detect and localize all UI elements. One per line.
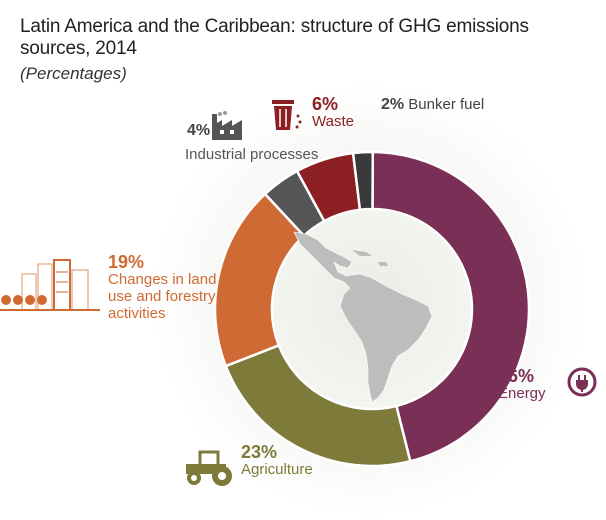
land-use-name: Changes in land use and forestry activit… <box>108 271 217 322</box>
land-use-value: 19% <box>108 252 145 272</box>
trash-can-icon <box>272 100 302 130</box>
tractor-icon <box>186 450 232 486</box>
land-use-label: 19% Changes in land use and forestry act… <box>108 252 218 322</box>
donut-chart <box>213 150 531 468</box>
energy-value: 46% <box>498 366 535 386</box>
bunker-label: 2% Bunker fuel <box>381 96 484 113</box>
slice-energy <box>371 150 531 463</box>
waste-name: Waste <box>312 113 354 130</box>
chart-title: Latin America and the Caribbean: structu… <box>20 16 529 59</box>
slice-bunker <box>351 150 375 212</box>
waste-value: 6% <box>312 94 339 114</box>
energy-label: 46% Energy <box>498 366 546 402</box>
plug-icon <box>567 367 597 397</box>
bunker-name: Bunker fuel <box>408 96 485 113</box>
industrial-value: 4% <box>187 122 211 139</box>
caribbean-islands <box>352 250 388 266</box>
waste-label: 6% Waste <box>312 94 354 130</box>
agriculture-label: 23% Agriculture <box>241 442 313 478</box>
agriculture-value: 23% <box>241 442 278 462</box>
donut-slices <box>213 150 531 468</box>
energy-name: Energy <box>498 385 546 402</box>
agriculture-name: Agriculture <box>241 461 313 478</box>
bunker-value: 2% <box>381 96 405 113</box>
industrial-name: Industrial processes <box>185 146 319 163</box>
city-trees-icon <box>0 259 100 311</box>
latin-america-map <box>293 231 433 403</box>
factory-icon <box>212 111 242 140</box>
chart-subtitle: (Percentages) <box>20 64 127 83</box>
